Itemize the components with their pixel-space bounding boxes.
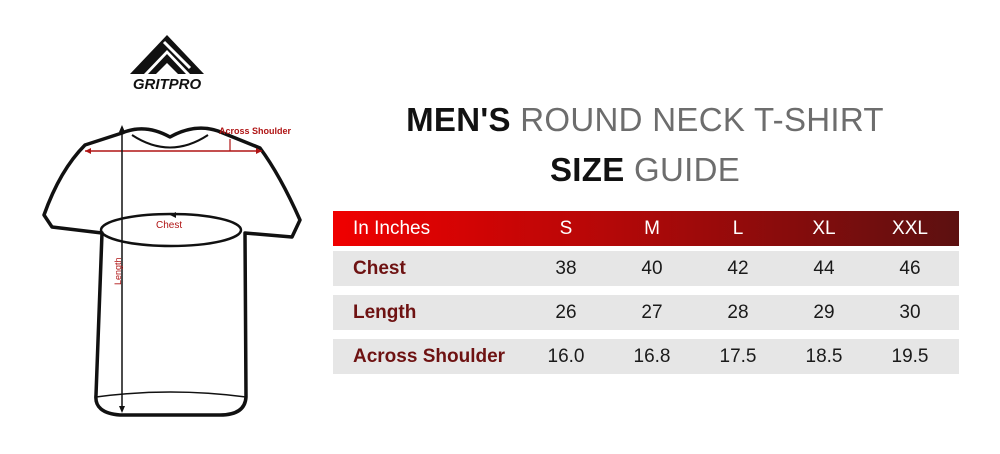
across-shoulder-label: Across Shoulder	[219, 126, 292, 136]
table-cell: 38	[555, 258, 577, 279]
table-cell: 27	[641, 302, 663, 323]
table-row: Length 26 27 28 29 30	[333, 295, 959, 330]
table-cell: 16.8	[633, 346, 671, 367]
table-cell: 30	[899, 302, 921, 323]
table-cell: 29	[813, 302, 835, 323]
table-cell: 18.5	[805, 346, 843, 367]
page-subtitle: SIZE GUIDE	[330, 151, 960, 189]
unit-label: In Inches	[353, 218, 431, 239]
table-cell: 28	[727, 302, 749, 323]
brand-logo: GRITPRO	[124, 32, 210, 93]
size-header: M	[644, 218, 660, 239]
row-label: Across Shoulder	[353, 346, 506, 367]
subtitle-rest: GUIDE	[634, 151, 741, 188]
table-cell: 19.5	[891, 346, 929, 367]
table-cell: 44	[813, 258, 835, 279]
size-header: XXL	[892, 218, 928, 239]
page-title: MEN'S ROUND NECK T-SHIRT	[330, 101, 960, 139]
chest-label: Chest	[156, 220, 183, 231]
table-cell: 16.0	[547, 346, 585, 367]
table-cell: 42	[727, 258, 749, 279]
table-row: Chest 38 40 42 44 46	[333, 251, 959, 286]
table-cell: 40	[641, 258, 663, 279]
row-label: Length	[353, 302, 417, 323]
subtitle-bold: SIZE	[549, 151, 625, 188]
size-header: XL	[812, 218, 836, 239]
row-label: Chest	[353, 258, 406, 279]
length-label: Length	[113, 257, 123, 285]
table-row: Across Shoulder 16.0 16.8 17.5 18.5 19.5	[333, 339, 959, 374]
table-header: In Inches S M L XL XXL	[333, 211, 959, 246]
table-cell: 46	[899, 258, 921, 279]
size-header: L	[732, 218, 744, 239]
size-header: S	[559, 218, 573, 239]
title-bold: MEN'S	[406, 101, 511, 138]
title-rest: ROUND NECK T-SHIRT	[520, 101, 884, 138]
table-cell: 17.5	[719, 346, 757, 367]
tshirt-diagram	[30, 115, 320, 425]
logo-text: GRITPRO	[133, 76, 202, 92]
table-cell: 26	[555, 302, 577, 323]
